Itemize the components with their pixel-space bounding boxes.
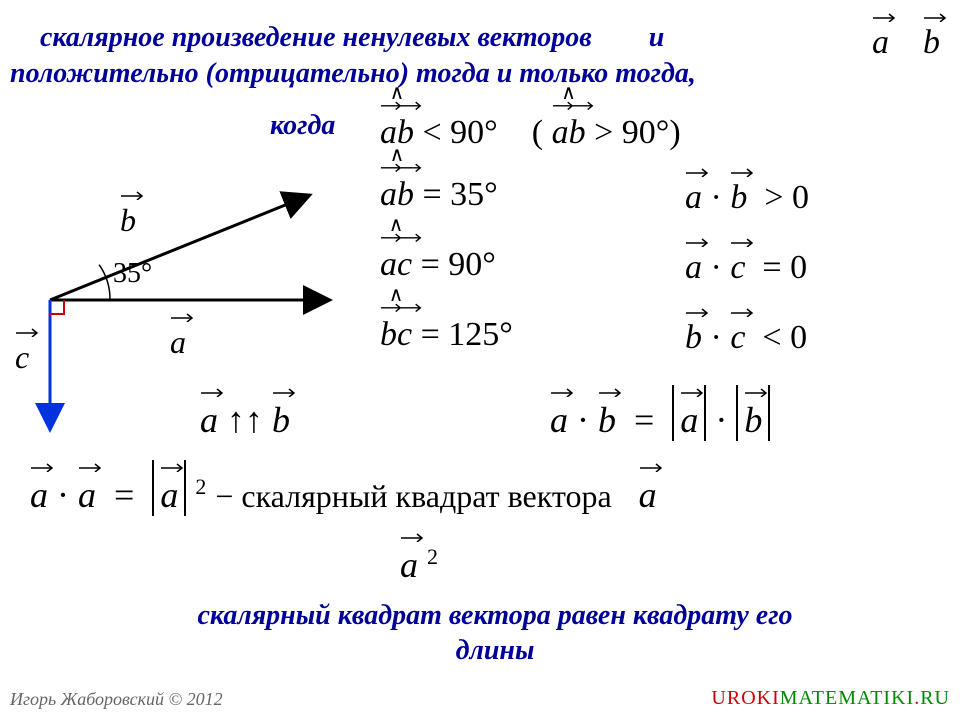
eq-bc-dot: b · c < 0 [685, 305, 807, 357]
updownarrows-icon: ↑↑ [227, 400, 272, 440]
bottom-line2: длины [60, 635, 930, 667]
top-right-vectors: a b [872, 10, 940, 62]
title-line1-text: скалярное произведение ненулевых векторо… [40, 22, 592, 53]
title-and: и [649, 22, 665, 53]
eq-ab-dot: a · b > 0 [685, 165, 809, 217]
cond-gt: > 90°) [594, 114, 681, 151]
diag-label-c: c [15, 325, 29, 376]
scalar-square-eq: a · a = a 2 − скалярный квадрат вектора … [30, 460, 657, 516]
cond-paren: ( [532, 114, 543, 151]
footer-site: UROKIMATEMATIKI.RU [711, 687, 950, 710]
a-squared: a 2 [400, 530, 438, 586]
footer-author: Игорь Жаборовский © 2012 [10, 689, 223, 710]
vec-b-label: b [923, 24, 940, 61]
eq-ac-dot: a · c = 0 [685, 235, 807, 287]
diag-label-b: b [120, 188, 136, 239]
eq-ab-angle: ∧ ab = 35° [380, 160, 498, 214]
codirectional: a ↑↑ b [200, 385, 290, 441]
title-line2: положительно (отрицательно) тогда и толь… [10, 58, 696, 90]
diag-angle-label: 35° [113, 258, 152, 290]
bottom-line1: скалярный квадрат вектора равен квадрату… [60, 600, 930, 632]
vec-a-label: a [872, 24, 889, 61]
cond-lt: < 90° [423, 114, 498, 151]
title-kogda: когда [270, 110, 335, 142]
magnitude-eq: a · b = a · b [550, 385, 770, 441]
scalar-square-label: − скалярный квадрат вектора [215, 478, 611, 514]
eq-ac-angle: ∧ ac = 90° [380, 230, 496, 284]
eq-bc-angle: ∧ bc = 125° [380, 300, 513, 354]
diag-label-a: a [170, 310, 186, 361]
condition-expr: ∧ ab < 90° ( ∧ ab > 90°) [380, 98, 681, 152]
title-line1: скалярное произведение ненулевых векторо… [40, 22, 840, 54]
